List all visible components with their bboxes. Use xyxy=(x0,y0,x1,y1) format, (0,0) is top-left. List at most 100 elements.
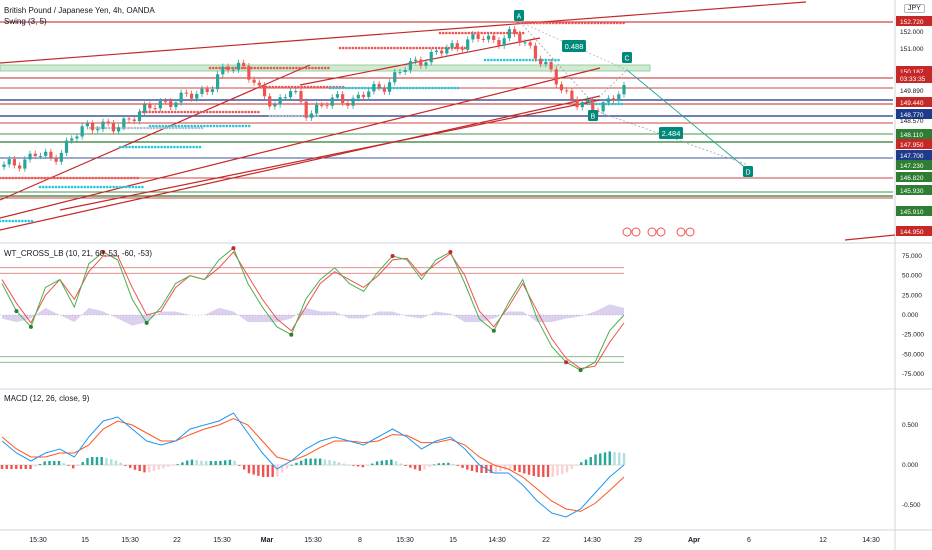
swing-high-dots xyxy=(275,66,279,70)
macd-histogram-bar xyxy=(603,452,607,465)
trend-line xyxy=(0,95,601,231)
swing-high-dots xyxy=(320,66,324,70)
candle xyxy=(216,74,220,90)
swing-neutral-dots xyxy=(162,126,165,130)
candle xyxy=(539,58,543,65)
swing-high-dots xyxy=(425,46,428,50)
swing-low-dots xyxy=(180,124,184,128)
swing-neutral-dots xyxy=(152,126,156,130)
swing-high-dots xyxy=(113,176,117,180)
swing-high-dots xyxy=(11,176,15,180)
swing-low-dots xyxy=(77,185,80,189)
candle xyxy=(455,43,459,49)
projection-line xyxy=(592,69,628,104)
swing-high-dots xyxy=(445,31,448,35)
swing-neutral-dots xyxy=(187,126,191,130)
macd-histogram-bar xyxy=(200,460,203,465)
swing-high-dots xyxy=(548,21,552,25)
macd-histogram-bar xyxy=(366,465,369,466)
macd-histogram-bar xyxy=(480,465,483,473)
macd-histogram xyxy=(0,451,626,477)
macd-histogram-bar xyxy=(404,465,407,466)
swing-high-dots xyxy=(489,31,493,35)
swing-high-dots xyxy=(300,85,303,89)
swing-high-dots xyxy=(241,110,244,114)
swing-low-dots xyxy=(620,102,624,106)
swing-low-dots xyxy=(421,86,425,90)
swing-high-dots xyxy=(40,176,43,180)
swing-low-dots xyxy=(183,124,187,128)
swing-high-dots xyxy=(279,66,282,70)
swing-low-dots xyxy=(198,145,202,149)
swing-high-dots xyxy=(0,176,2,180)
swing-high-dots xyxy=(412,46,415,50)
macd-histogram-bar xyxy=(618,452,621,465)
candle xyxy=(575,99,579,108)
macd-histogram-bar xyxy=(257,465,260,476)
candle xyxy=(85,123,89,127)
swing-high-dots xyxy=(211,66,215,70)
event-marker-icon xyxy=(622,227,632,237)
swing-high-dots xyxy=(272,66,276,70)
swing-low-dots xyxy=(57,185,61,189)
macd-histogram-bar xyxy=(361,465,365,468)
swing-low-dots xyxy=(231,124,235,128)
swing-high-dots xyxy=(81,176,85,180)
swing-high-dots xyxy=(396,46,399,50)
candle xyxy=(387,82,392,92)
macd-histogram-bar xyxy=(418,465,422,471)
swing-indicator-label[interactable]: Swing (3, 5) xyxy=(4,17,47,26)
price-scale-label: 147.230 xyxy=(900,163,924,170)
swing-neutral-dots xyxy=(175,126,178,130)
swing-high-dots xyxy=(37,176,40,180)
candle xyxy=(544,61,548,65)
macd-histogram-bar xyxy=(608,451,611,465)
candle xyxy=(80,126,84,137)
swing-high-dots xyxy=(170,110,174,114)
swing-low-dots xyxy=(335,86,338,90)
swing-high-dots xyxy=(539,21,542,25)
swing-low-dots xyxy=(150,145,154,149)
wt-cross-dot xyxy=(28,324,33,329)
swing-high-dots xyxy=(612,21,616,25)
macd-scale-label: -0.500 xyxy=(902,502,921,509)
swing-high-dots xyxy=(253,66,257,70)
swing-low-dots xyxy=(347,86,351,90)
swing-high-dots xyxy=(46,176,50,180)
swing-neutral-dots xyxy=(168,126,172,130)
swing-low-dots xyxy=(48,185,51,189)
wave-point-b-bg xyxy=(588,110,598,121)
currency-badge[interactable]: JPY xyxy=(904,4,925,13)
swing-high-dots xyxy=(104,176,107,180)
swing-high-dots xyxy=(309,85,313,89)
macd-histogram-bar xyxy=(542,465,545,477)
swing-neutral-dots xyxy=(139,126,143,130)
swing-low-dots xyxy=(118,185,122,189)
swing-high-dots xyxy=(133,176,136,180)
swing-high-dots xyxy=(603,21,606,25)
candle xyxy=(330,97,334,106)
swing-neutral-dots xyxy=(294,114,297,118)
swing-high-dots xyxy=(202,110,206,114)
swing-high-dots xyxy=(91,176,95,180)
macd-histogram-bar xyxy=(532,465,535,477)
macd-title[interactable]: MACD (12, 26, close, 9) xyxy=(4,394,90,403)
candle xyxy=(163,101,168,103)
swing-low-dots xyxy=(408,86,412,90)
swing-high-dots xyxy=(314,66,317,70)
candle xyxy=(377,83,381,88)
macd-histogram-bar xyxy=(513,465,516,471)
swing-high-dots xyxy=(377,46,380,50)
swing-high-dots xyxy=(234,66,237,70)
swing-high-dots xyxy=(225,110,228,114)
swing-high-dots xyxy=(386,46,390,50)
swing-high-dots xyxy=(250,66,253,70)
projection-line xyxy=(519,21,594,104)
swing-high-dots xyxy=(180,110,183,114)
swing-low-dots xyxy=(499,58,503,62)
candle xyxy=(2,164,6,168)
wt-cross-title[interactable]: WT_CROSS_LB (10, 21, 60, 53, -60, -53) xyxy=(4,249,153,258)
candle xyxy=(393,72,397,83)
price-label-bg xyxy=(896,139,932,149)
